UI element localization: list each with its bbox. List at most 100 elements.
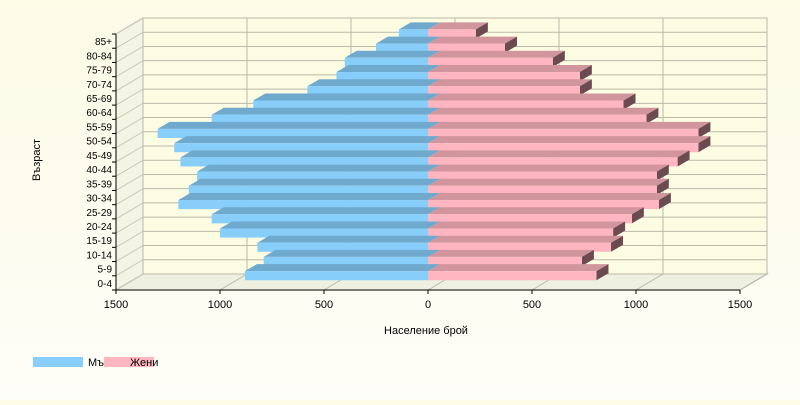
y-tick-label: 45-49 — [86, 151, 112, 162]
bar-end-face — [613, 221, 626, 238]
bar-front-face — [428, 185, 657, 195]
bar-front-face — [428, 214, 632, 224]
bar-front-face — [428, 271, 597, 281]
bar-top-face — [428, 235, 624, 243]
y-tick-label: 20-24 — [86, 222, 112, 233]
wall-gridline — [115, 60, 144, 78]
bar-end-face — [698, 136, 711, 153]
bar-front-face — [307, 86, 428, 96]
bar-end-face — [579, 65, 592, 82]
y-tick-label: 0-4 — [98, 279, 113, 290]
bar-top-face — [263, 249, 440, 257]
bar-female — [428, 264, 609, 281]
legend-item-female[interactable]: Жени — [104, 357, 158, 369]
wall-gridline — [115, 145, 144, 163]
bar-male — [336, 65, 440, 82]
bar-front-face — [428, 72, 580, 82]
y-tick-label: 80-84 — [86, 51, 112, 62]
bar-female — [428, 221, 626, 238]
bar-top-face — [257, 235, 440, 243]
bar-female — [428, 178, 669, 195]
bar-front-face — [428, 256, 582, 267]
bar-top-face — [376, 36, 440, 44]
bar-top-face — [428, 249, 594, 257]
bar-female — [428, 79, 592, 96]
wall-gridline — [115, 259, 144, 277]
bar-top-face — [174, 136, 441, 144]
bar-top-face — [428, 207, 644, 215]
y-tick-label: 40-44 — [86, 165, 112, 176]
bar-front-face — [428, 128, 699, 139]
bar-end-face — [596, 264, 609, 281]
bar-end-face — [552, 50, 565, 67]
bar-top-face — [428, 150, 690, 158]
bar-female — [428, 235, 624, 252]
bar-top-face — [428, 136, 711, 144]
bar-male — [180, 150, 441, 167]
x-tick-label: 1500 — [104, 299, 128, 311]
y-tick-label: 75-79 — [86, 66, 112, 77]
wall-gridline — [115, 31, 144, 49]
x-tick-label: 500 — [523, 299, 541, 311]
bar-front-face — [211, 114, 428, 124]
y-axis-title: Възраст — [31, 139, 43, 181]
bar-male — [197, 164, 440, 181]
bar-male — [188, 178, 440, 195]
x-tick-label: 0 — [425, 299, 431, 311]
bar-end-face — [698, 121, 711, 139]
floor-gridline — [739, 273, 768, 291]
y-tick-label: 70-74 — [86, 80, 112, 91]
bar-front-face — [428, 86, 580, 96]
bar-front-face — [157, 128, 428, 139]
bar-male — [398, 22, 440, 39]
bar-front-face — [398, 29, 428, 39]
bar-front-face — [428, 171, 657, 181]
bar-front-face — [428, 57, 553, 67]
bar-top-face — [428, 193, 671, 201]
bar-female — [428, 36, 517, 53]
bar-top-face — [428, 121, 711, 129]
bar-top-face — [428, 79, 592, 87]
bar-front-face — [220, 228, 428, 238]
bar-top-face — [398, 22, 440, 30]
bar-front-face — [428, 242, 612, 252]
y-tick-label: 15-19 — [86, 236, 112, 247]
bar-female — [428, 207, 644, 224]
bars-group — [157, 22, 711, 281]
bar-end-face — [646, 107, 659, 124]
bar-female — [428, 121, 711, 139]
bar-top-face — [180, 150, 441, 158]
bar-top-face — [428, 22, 488, 30]
bar-end-face — [631, 207, 644, 224]
bar-top-face — [344, 50, 440, 58]
legend: Мъже Жени — [33, 357, 158, 369]
bar-top-face — [428, 36, 517, 44]
bar-front-face — [180, 157, 428, 167]
bar-female — [428, 50, 565, 67]
x-tick-label: 500 — [315, 299, 333, 311]
bar-front-face — [244, 271, 428, 281]
bar-end-face — [658, 193, 671, 210]
bar-female — [428, 22, 488, 39]
bar-female — [428, 65, 592, 82]
y-tick-label: 85+ — [95, 37, 112, 48]
y-tick-label: 55-59 — [86, 122, 112, 133]
bar-top-face — [336, 65, 440, 73]
bar-top-face — [428, 107, 659, 115]
y-tick-label: 10-14 — [86, 250, 112, 261]
bar-male — [253, 93, 440, 110]
legend-label-female: Жени — [130, 357, 158, 369]
bar-male — [220, 221, 440, 238]
x-axis-title: Население брой — [384, 325, 468, 337]
bar-top-face — [211, 207, 440, 215]
bar-female — [428, 150, 690, 167]
bar-top-face — [188, 178, 440, 186]
bar-top-face — [244, 264, 440, 272]
bar-top-face — [428, 50, 565, 58]
bar-front-face — [376, 43, 428, 53]
bar-male — [257, 235, 440, 252]
bar-front-face — [344, 57, 428, 67]
bar-end-face — [656, 178, 669, 195]
bar-front-face — [197, 171, 428, 181]
bar-front-face — [428, 29, 476, 39]
